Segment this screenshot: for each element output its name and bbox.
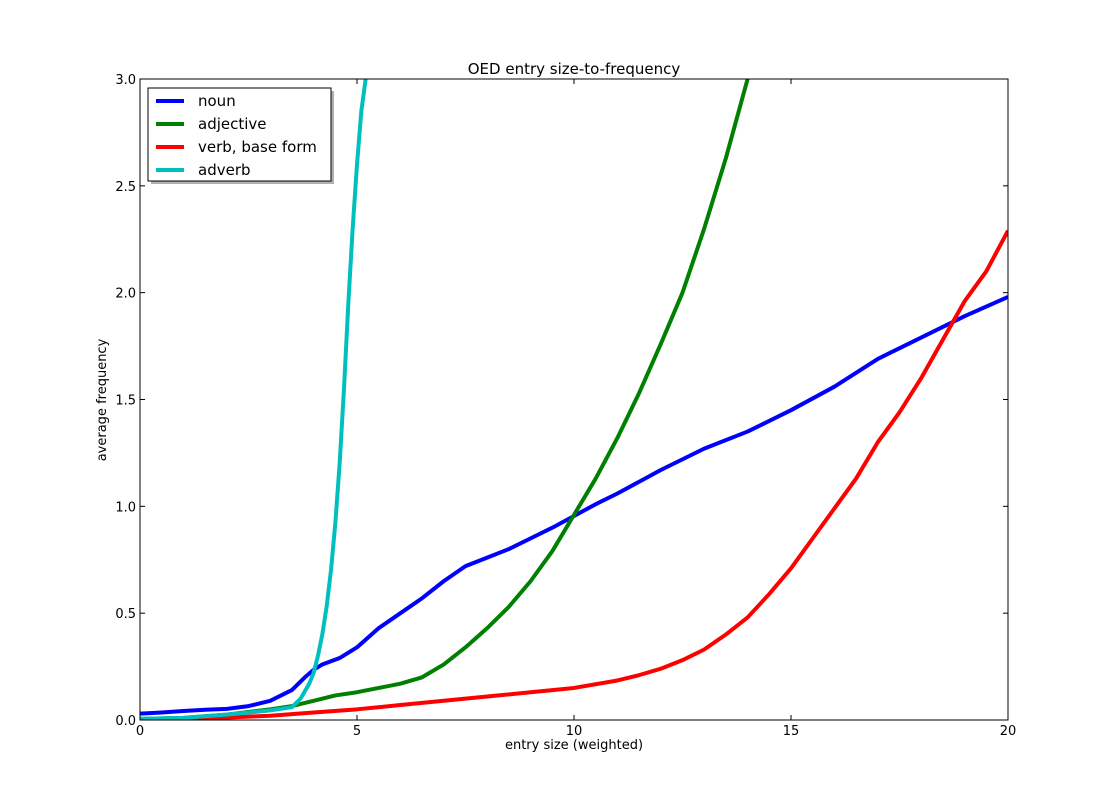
y-tick-label: 1.5 <box>115 394 136 409</box>
y-tick-label: 0.0 <box>115 714 136 729</box>
legend-label-3: adverb <box>198 161 251 179</box>
series-layer <box>140 79 1008 720</box>
y-axis-label: average frequency <box>95 338 110 461</box>
chart-title: OED entry size-to-frequency <box>468 60 681 78</box>
legend-label-1: adjective <box>198 115 267 133</box>
y-tick-label: 2.5 <box>115 180 136 195</box>
series-line-0 <box>140 295 1008 716</box>
legend-box <box>147 87 332 182</box>
y-tick-label: 2.0 <box>115 287 136 302</box>
y-tick-label: 3.0 <box>115 73 136 88</box>
legend-label-2: verb, base form <box>198 138 317 156</box>
x-axis-label: entry size (weighted) <box>505 738 643 753</box>
y-tick-label: 0.5 <box>115 607 136 622</box>
legend: noun adjective verb, base form adverb <box>147 87 334 184</box>
x-tick-label: 10 <box>566 724 583 739</box>
x-tick-label: 20 <box>1000 724 1017 739</box>
series-line-2 <box>140 229 1008 720</box>
y-tick-label: 1.0 <box>115 500 136 515</box>
x-tick-label: 5 <box>353 724 361 739</box>
legend-label-0: noun <box>198 92 236 110</box>
series-line-3 <box>140 79 368 720</box>
tick-layer: 0 5 10 15 20 0.0 0.5 1.0 1.5 2.0 2.5 3.0 <box>115 73 1016 739</box>
x-tick-label: 15 <box>783 724 800 739</box>
x-tick-label: 0 <box>136 724 144 739</box>
